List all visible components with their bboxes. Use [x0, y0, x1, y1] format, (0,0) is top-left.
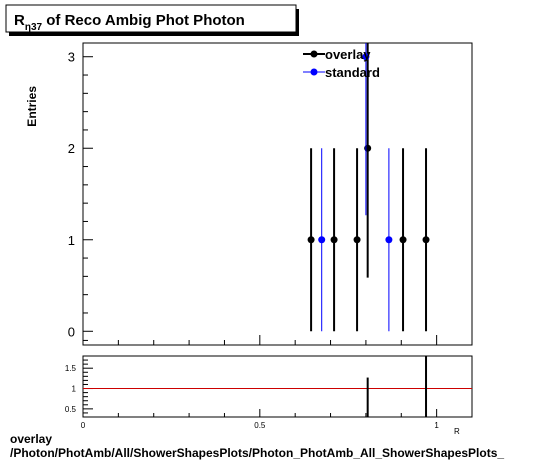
ratio-x-tick-label: 0.5 — [254, 421, 266, 430]
chart-title: Rη37 of Reco Ambig Phot Photon — [14, 12, 245, 33]
y-axis-label: Entries — [25, 86, 39, 127]
data-point-overlay — [353, 236, 361, 244]
title-rest: of Reco Ambig Phot Photon — [42, 12, 245, 29]
data-point-overlay — [422, 236, 430, 244]
legend-label-overlay: overlay — [325, 47, 371, 62]
ratio-x-tick-label: 0 — [81, 421, 86, 430]
legend-entry-standard: standard — [303, 65, 380, 80]
title-main: R — [14, 12, 25, 29]
main-y-tick-label: 2 — [68, 141, 75, 156]
data-point-standard — [318, 236, 326, 244]
data-point-standard — [362, 53, 370, 61]
footer-line-2: /Photon/PhotAmb/All/ShowerShapesPlots/Ph… — [10, 446, 504, 460]
data-point-overlay — [364, 144, 372, 152]
data-point-overlay — [330, 236, 338, 244]
ratio-y-tick-label: 1.5 — [65, 364, 77, 373]
ratio-plot-marks — [83, 356, 472, 417]
data-point-overlay — [399, 236, 407, 244]
legend: overlay standard — [303, 47, 380, 80]
ratio-x-axis: 0 0.5 1 — [81, 409, 473, 430]
ratio-y-axis: 0.5 1 1.5 — [65, 359, 93, 414]
main-y-tick-label: 1 — [68, 233, 75, 248]
legend-label-standard: standard — [325, 65, 380, 80]
main-y-tick-label: 0 — [68, 324, 75, 339]
main-plot-frame — [82, 42, 473, 346]
ratio-y-tick-label: 0.5 — [65, 405, 77, 414]
ratio-x-tick-label: 1 — [434, 421, 439, 430]
main-plot-marks — [307, 43, 430, 332]
data-point-standard — [385, 236, 393, 244]
main-y-tick-label: 3 — [68, 50, 75, 65]
footer-line-1: overlay — [10, 432, 52, 446]
title-box: Rη37 of Reco Ambig Phot Photon — [5, 4, 299, 36]
title-subscript: η37 — [25, 22, 43, 33]
legend-entry-overlay: overlay — [303, 47, 371, 62]
main-y-axis: 0 1 2 3 — [68, 50, 93, 341]
x-axis-label-fragment: R — [454, 427, 460, 436]
ratio-plot-frame — [82, 355, 473, 418]
data-point-overlay — [307, 236, 315, 244]
main-x-axis — [82, 335, 473, 345]
ratio-y-tick-label: 1 — [72, 385, 77, 394]
